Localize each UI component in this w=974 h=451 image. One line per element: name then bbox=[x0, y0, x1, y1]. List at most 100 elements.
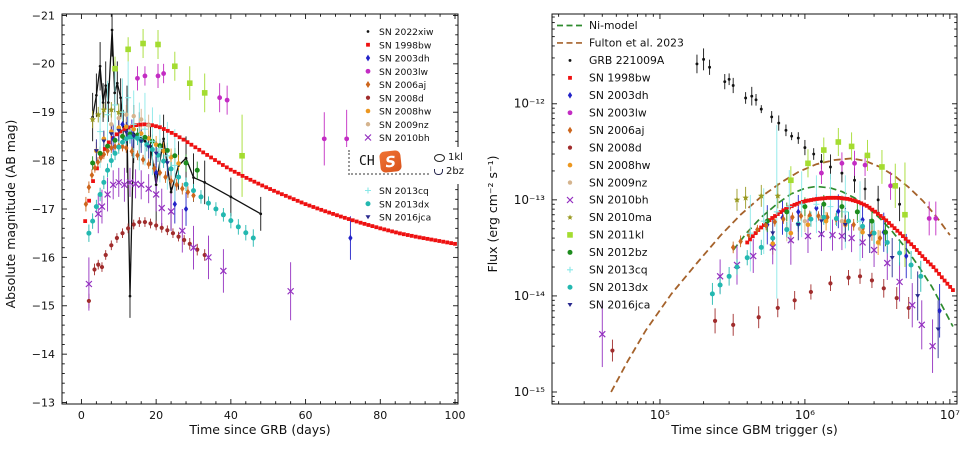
right-ticks bbox=[552, 14, 957, 404]
legend-label-sn-2003dh: SN 2003dh bbox=[379, 54, 430, 65]
left-panel: 0 20 40 60 80 100 −21 −20 −19 −18 −17 −16 −15 −14 −13 T… bbox=[3, 9, 466, 437]
series-sn-2008d bbox=[610, 274, 911, 353]
legend-label-sn-2008hw: SN 2008hw bbox=[589, 159, 651, 172]
line-fulton-et-al-2023 bbox=[610, 157, 951, 393]
legend-label-sn-1998bw: SN 1998bw bbox=[379, 40, 432, 51]
legend-label-sn-2008hw: SN 2008hw bbox=[379, 107, 432, 118]
y-tick-label: 10⁻¹³ bbox=[514, 193, 545, 207]
series-sn-1998bw bbox=[745, 195, 955, 292]
series-sn-2013cq bbox=[97, 94, 178, 169]
series-sn-2010ma bbox=[89, 106, 123, 123]
right-panel: 10⁵ 10⁶ 10⁷ 10⁻¹² 10⁻¹³ 10⁻¹⁴ 10⁻¹⁵ Time since … bbox=[485, 13, 960, 437]
legend-label-sn-2010ma: SN 2010ma bbox=[589, 211, 652, 224]
x-tick-label: 0 bbox=[78, 409, 85, 422]
legend-label-sn-2010bh: SN 2010bh bbox=[379, 133, 430, 144]
series-sn-1998bw bbox=[83, 122, 457, 246]
series-sn-2010ma bbox=[733, 192, 782, 203]
x-tick-label: 40 bbox=[224, 409, 238, 422]
right-legend: Ni-model Fulton et al. 2023 GRB 221009A SN … bbox=[557, 19, 684, 311]
legend-label-sn-2016jca: SN 2016jca bbox=[589, 298, 650, 311]
legend-label-ni-model: Ni-model bbox=[589, 19, 638, 32]
series-sn-2013cq bbox=[747, 201, 864, 237]
y-tick-label: −19 bbox=[32, 106, 55, 119]
x-tick-label: 80 bbox=[373, 409, 387, 422]
legend-label-sn-2003dh: SN 2003dh bbox=[589, 89, 649, 102]
y-tick-label: 10⁻¹⁴ bbox=[514, 289, 545, 303]
series-sn-2011kl bbox=[788, 139, 908, 218]
line-ni-model bbox=[732, 185, 954, 327]
ellipse-marker-icon bbox=[434, 153, 445, 162]
series-sn-2008d bbox=[86, 219, 207, 304]
legend-label-sn-2003lw: SN 2003lw bbox=[589, 106, 647, 119]
left-plot-area bbox=[83, 14, 457, 321]
series-sn-2006aj bbox=[83, 142, 196, 208]
overlay-dotted-box[interactable]: CH S bbox=[348, 149, 429, 175]
x-tick-label: 10⁷ bbox=[940, 408, 960, 422]
legend-label-sn-2009nz: SN 2009nz bbox=[589, 176, 648, 189]
right-errorbars bbox=[601, 48, 941, 373]
y-tick-label: −20 bbox=[32, 58, 55, 71]
x-tick-label: 20 bbox=[149, 409, 163, 422]
y-tick-label: −13 bbox=[32, 396, 55, 409]
legend-label-sn-2013dx: SN 2013dx bbox=[589, 281, 649, 294]
legend-label-sn-2010bh: SN 2010bh bbox=[589, 194, 649, 207]
x-tick-label: 10⁵ bbox=[650, 408, 670, 422]
legend-label-sn-2013cq: SN 2013cq bbox=[589, 264, 648, 277]
y-tick-label: −16 bbox=[32, 251, 55, 264]
y-tick-label: −15 bbox=[32, 300, 55, 313]
legend-label-sn-2003lw: SN 2003lw bbox=[379, 67, 429, 78]
legend-label-sn-2016jca: SN 2016jca bbox=[379, 213, 431, 224]
legend-label-sn-2008d: SN 2008d bbox=[589, 141, 642, 154]
y-tick-label: 10⁻¹⁵ bbox=[514, 385, 545, 399]
y-tick-label: −17 bbox=[32, 203, 55, 216]
right-ylabel: Flux (erg cm⁻² s⁻¹) bbox=[485, 156, 500, 273]
left-legend: SN 2022xiw SN 1998bw SN 2003dh SN 2003lw SN … bbox=[364, 27, 434, 224]
y-tick-label: −18 bbox=[32, 155, 55, 168]
legend-fragment-2012bz: 2bz bbox=[434, 165, 464, 178]
series-sn-2013dx bbox=[86, 134, 256, 241]
fragment-text: 1kl bbox=[448, 152, 463, 163]
left-ylabel: Absolute magnitude (AB mag) bbox=[3, 120, 18, 309]
series-sn-2013dx bbox=[709, 214, 924, 297]
legend-label-sn-1998bw: SN 1998bw bbox=[589, 72, 651, 85]
right-plot-area bbox=[598, 48, 955, 393]
legend-label-sn-2006aj: SN 2006aj bbox=[379, 80, 426, 91]
legend-fragment-2011kl: 1kl bbox=[434, 151, 464, 164]
legend-label-grb-221009a: GRB 221009A bbox=[589, 54, 665, 67]
fragment-text: 2bz bbox=[446, 166, 464, 177]
legend-label-sn-2006aj: SN 2006aj bbox=[589, 124, 644, 137]
legend-label-fulton-et-al-2023: Fulton et al. 2023 bbox=[589, 37, 684, 50]
legend-label-sn-2011kl: SN 2011kl bbox=[589, 229, 644, 242]
x-tick-label: 60 bbox=[299, 409, 313, 422]
series-sn-2011kl bbox=[112, 40, 245, 159]
series-sn-2003lw bbox=[135, 71, 350, 142]
cup-marker-icon bbox=[434, 168, 443, 175]
legend-label-sn-2013dx: SN 2013dx bbox=[379, 199, 430, 210]
right-xlabel: Time since GBM trigger (s) bbox=[670, 422, 837, 437]
left-xlabel: Time since GRB (days) bbox=[188, 422, 330, 437]
y-tick-label: 10⁻¹² bbox=[514, 97, 545, 111]
legend-label-sn-2008d: SN 2008d bbox=[379, 93, 424, 104]
series-grb-221009a bbox=[695, 57, 902, 206]
legend-label-sn-2013cq: SN 2013cq bbox=[379, 186, 429, 197]
drag-ghost-overlay: CH S 1kl 2bz bbox=[346, 147, 474, 184]
logo-letter: S bbox=[383, 151, 397, 172]
overlay-label: CH bbox=[359, 154, 375, 169]
series-sn-2009nz bbox=[109, 112, 151, 128]
legend-fragments: 1kl 2bz bbox=[434, 151, 464, 178]
series-sn-2010bh bbox=[85, 178, 295, 295]
y-tick-label: −14 bbox=[32, 348, 55, 361]
series-sn-2016jca bbox=[93, 128, 170, 166]
x-tick-label: 10⁶ bbox=[795, 408, 815, 422]
series-sn-2012bz bbox=[764, 201, 889, 235]
legend-label-sn-2012bz: SN 2012bz bbox=[589, 246, 648, 259]
legend-label-sn-2022xiw: SN 2022xiw bbox=[379, 27, 434, 38]
series-sn-2016jca bbox=[770, 219, 941, 332]
legend-label-sn-2009nz: SN 2009nz bbox=[379, 120, 429, 131]
left-ticks bbox=[62, 14, 458, 404]
x-tick-label: 100 bbox=[445, 409, 466, 422]
series-sn-2003lw bbox=[819, 160, 939, 221]
y-tick-label: −21 bbox=[32, 9, 55, 22]
